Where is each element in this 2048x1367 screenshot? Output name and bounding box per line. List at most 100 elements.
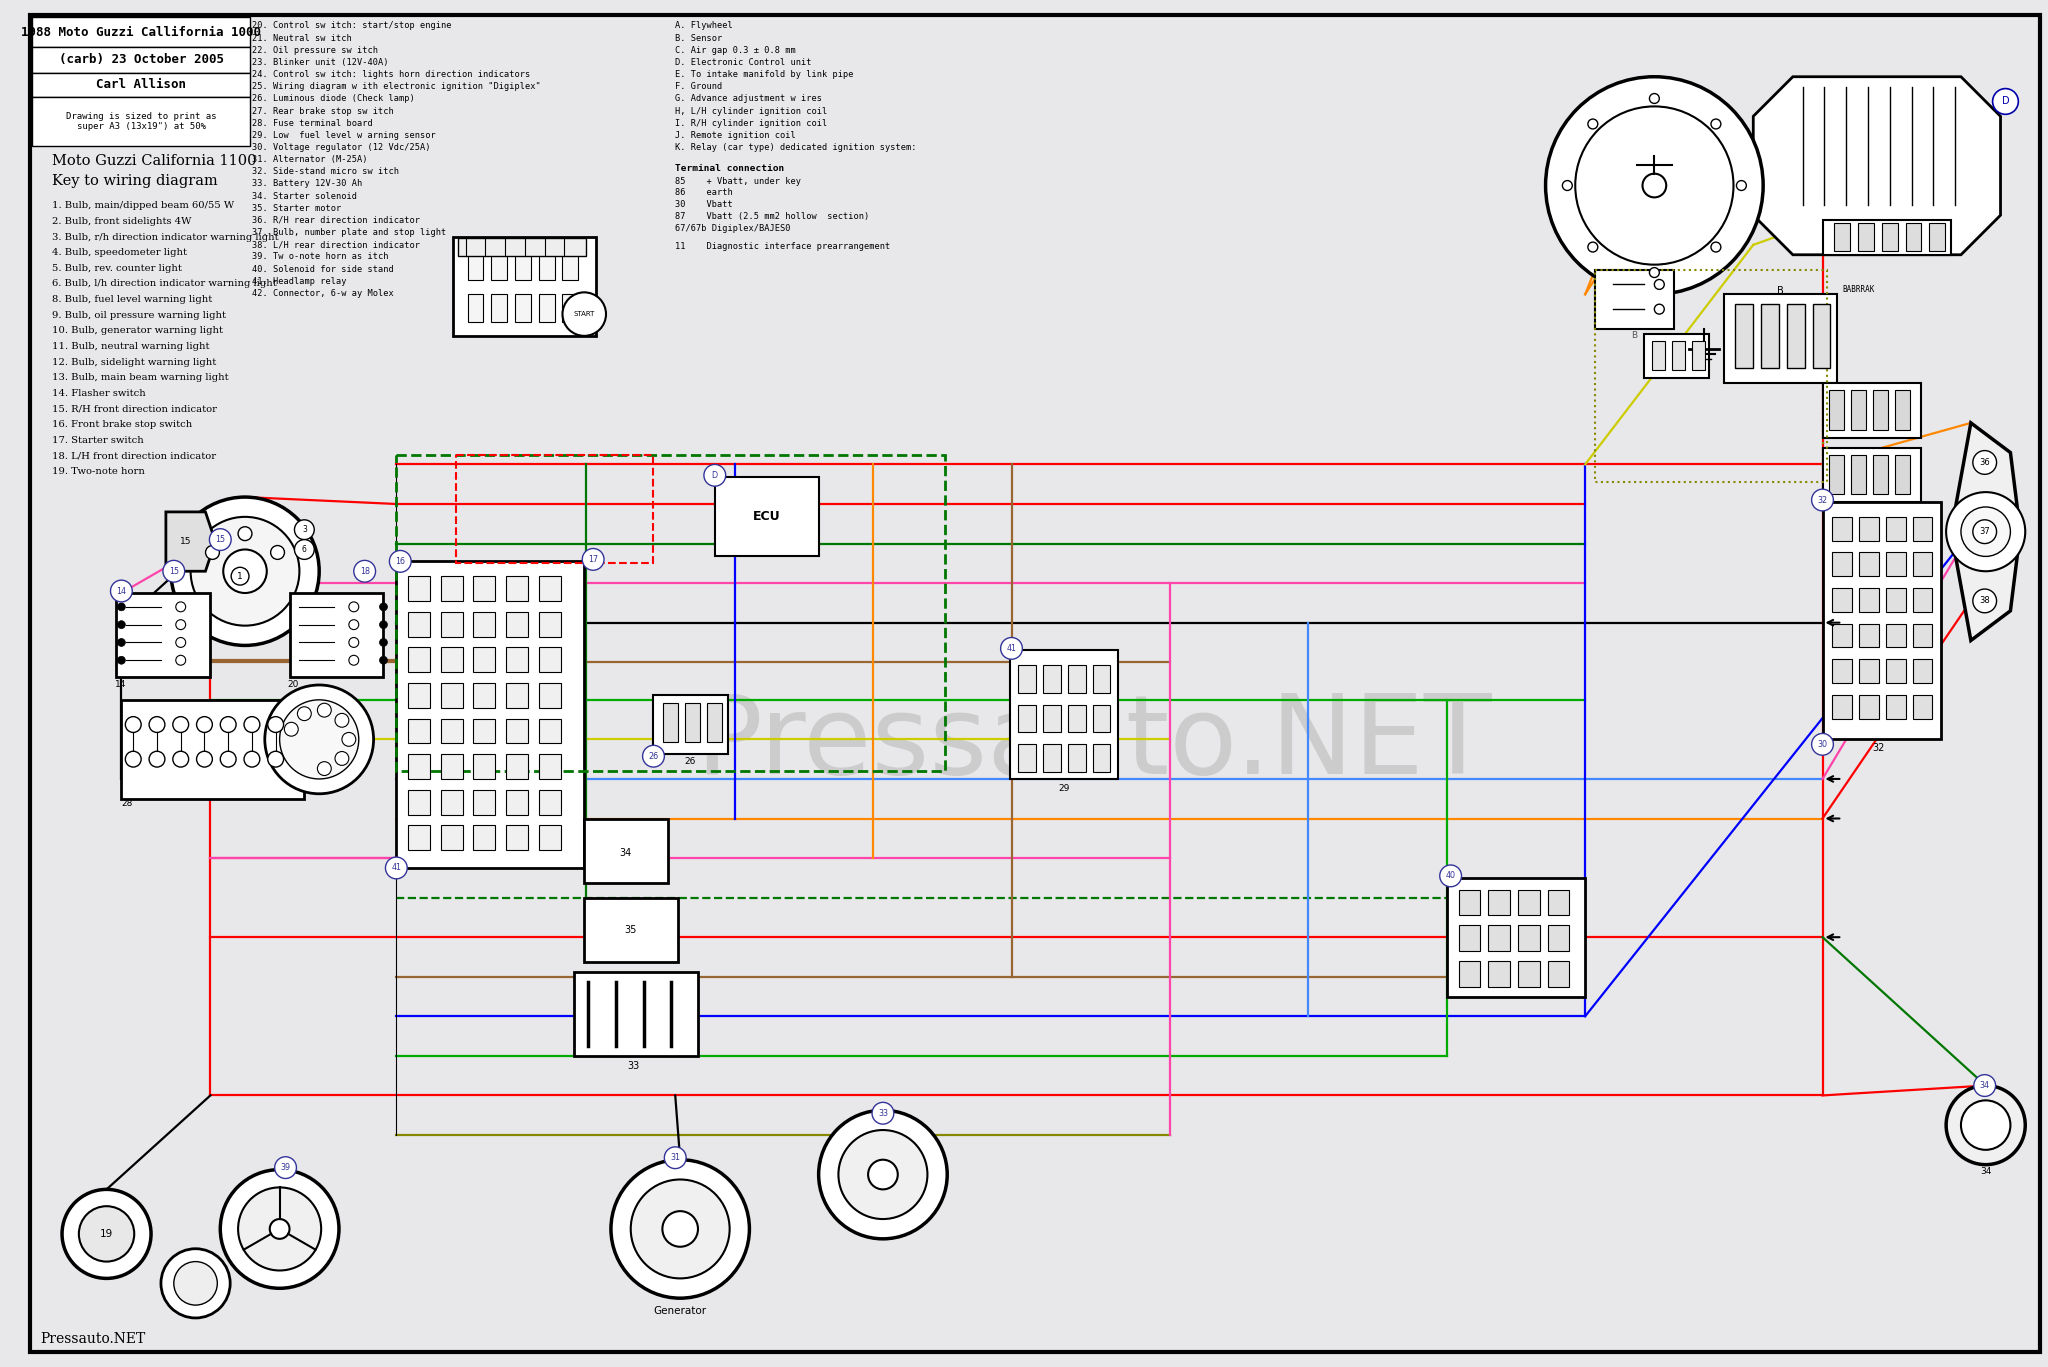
Bar [408,684,430,708]
Circle shape [150,752,166,767]
Bar [1812,305,1831,369]
Circle shape [125,752,141,767]
Bar [408,755,430,779]
Bar [715,477,819,556]
Circle shape [80,1206,135,1262]
Bar [563,294,578,323]
Circle shape [221,1170,340,1288]
Bar [506,612,528,637]
Circle shape [389,551,412,573]
Text: 40. Solenoid for side stand: 40. Solenoid for side stand [252,265,393,273]
Bar [473,790,496,815]
Bar [1886,694,1905,719]
Circle shape [379,656,387,664]
Circle shape [838,1131,928,1219]
Bar [440,612,463,637]
Text: 32. Side-stand micro sw itch: 32. Side-stand micro sw itch [252,167,399,176]
Text: 18: 18 [360,567,371,576]
Bar [1518,925,1540,951]
Bar [1860,588,1878,612]
Circle shape [354,560,375,582]
Text: ECU: ECU [752,510,780,524]
Bar [492,253,508,280]
Bar [1860,552,1878,577]
Text: 34. Starter solenoid: 34. Starter solenoid [252,191,356,201]
Text: E. To intake manifold by link pipe: E. To intake manifold by link pipe [676,70,854,79]
Text: 2. Bulb, front sidelights 4W: 2. Bulb, front sidelights 4W [51,217,193,226]
Text: 29: 29 [1059,783,1069,793]
Bar [455,455,653,563]
Bar [1548,961,1569,987]
Bar [1894,455,1909,493]
Text: 23. Blinker unit (12V-40A): 23. Blinker unit (12V-40A) [252,57,389,67]
Text: 15: 15 [168,567,178,576]
Circle shape [176,637,186,648]
Bar [539,648,561,673]
Bar [467,253,483,280]
Bar [1042,705,1061,733]
Bar [539,577,561,601]
Bar [440,826,463,850]
Circle shape [1812,489,1833,511]
Text: 39. Tw o-note horn as itch: 39. Tw o-note horn as itch [252,253,389,261]
Bar [1929,223,1946,250]
Circle shape [1563,180,1573,190]
Text: 6: 6 [301,545,307,554]
Bar [1913,552,1931,577]
Text: 38: 38 [1978,596,1991,606]
Circle shape [1974,1074,1995,1096]
Circle shape [348,637,358,648]
Bar [514,253,530,280]
Circle shape [176,655,186,666]
Text: H, L/H cylinder ignition coil: H, L/H cylinder ignition coil [676,107,827,115]
Bar [473,684,496,708]
Text: 18. L/H front direction indicator: 18. L/H front direction indicator [51,451,217,461]
Text: 16. Front brake stop switch: 16. Front brake stop switch [51,420,193,429]
Polygon shape [166,511,215,571]
Bar [1595,269,1827,483]
Bar [584,819,668,883]
Bar [33,72,250,97]
Bar [408,719,430,744]
Bar [1042,744,1061,772]
Text: 42. Connector, 6-w ay Molex: 42. Connector, 6-w ay Molex [252,288,393,298]
Circle shape [190,517,299,626]
Text: 20. Control sw itch: start/stop engine: 20. Control sw itch: start/stop engine [252,22,451,30]
Text: 10. Bulb, generator warning light: 10. Bulb, generator warning light [51,327,223,335]
Text: 27. Rear brake stop sw itch: 27. Rear brake stop sw itch [252,107,393,115]
Bar [686,703,700,742]
Text: (carb) 23 October 2005: (carb) 23 October 2005 [59,53,223,67]
Bar [664,703,678,742]
Bar [1788,305,1804,369]
Bar [1860,623,1878,648]
Bar [506,755,528,779]
Text: 11. Bulb, neutral warning light: 11. Bulb, neutral warning light [51,342,209,351]
Circle shape [297,707,311,720]
Text: 1: 1 [238,571,244,581]
Circle shape [662,1211,698,1247]
Text: B: B [1632,331,1638,340]
Text: D. Electronic Control unit: D. Electronic Control unit [676,57,811,67]
Text: J. Remote ignition coil: J. Remote ignition coil [676,131,797,139]
Circle shape [1587,242,1597,252]
Text: 30: 30 [1817,740,1827,749]
Bar [1518,961,1540,987]
Circle shape [1710,242,1720,252]
Circle shape [317,761,332,775]
Circle shape [385,857,408,879]
Bar [1042,666,1061,693]
Bar [539,294,555,323]
Bar [1860,517,1878,540]
Text: 29. Low  fuel level w arning sensor: 29. Low fuel level w arning sensor [252,131,436,139]
Bar [408,790,430,815]
Bar [506,719,528,744]
Circle shape [1946,492,2025,571]
Circle shape [610,1159,750,1299]
Text: K. Relay (car type) dedicated ignition system:: K. Relay (car type) dedicated ignition s… [676,144,918,152]
Text: 26: 26 [684,757,696,766]
Circle shape [197,716,213,733]
Bar [539,253,555,280]
Text: 26. Luminous diode (Check lamp): 26. Luminous diode (Check lamp) [252,94,414,104]
Text: 1. Bulb, main/dipped beam 60/55 W: 1. Bulb, main/dipped beam 60/55 W [51,201,233,211]
Text: 4. Bulb, speedometer light: 4. Bulb, speedometer light [51,249,186,257]
